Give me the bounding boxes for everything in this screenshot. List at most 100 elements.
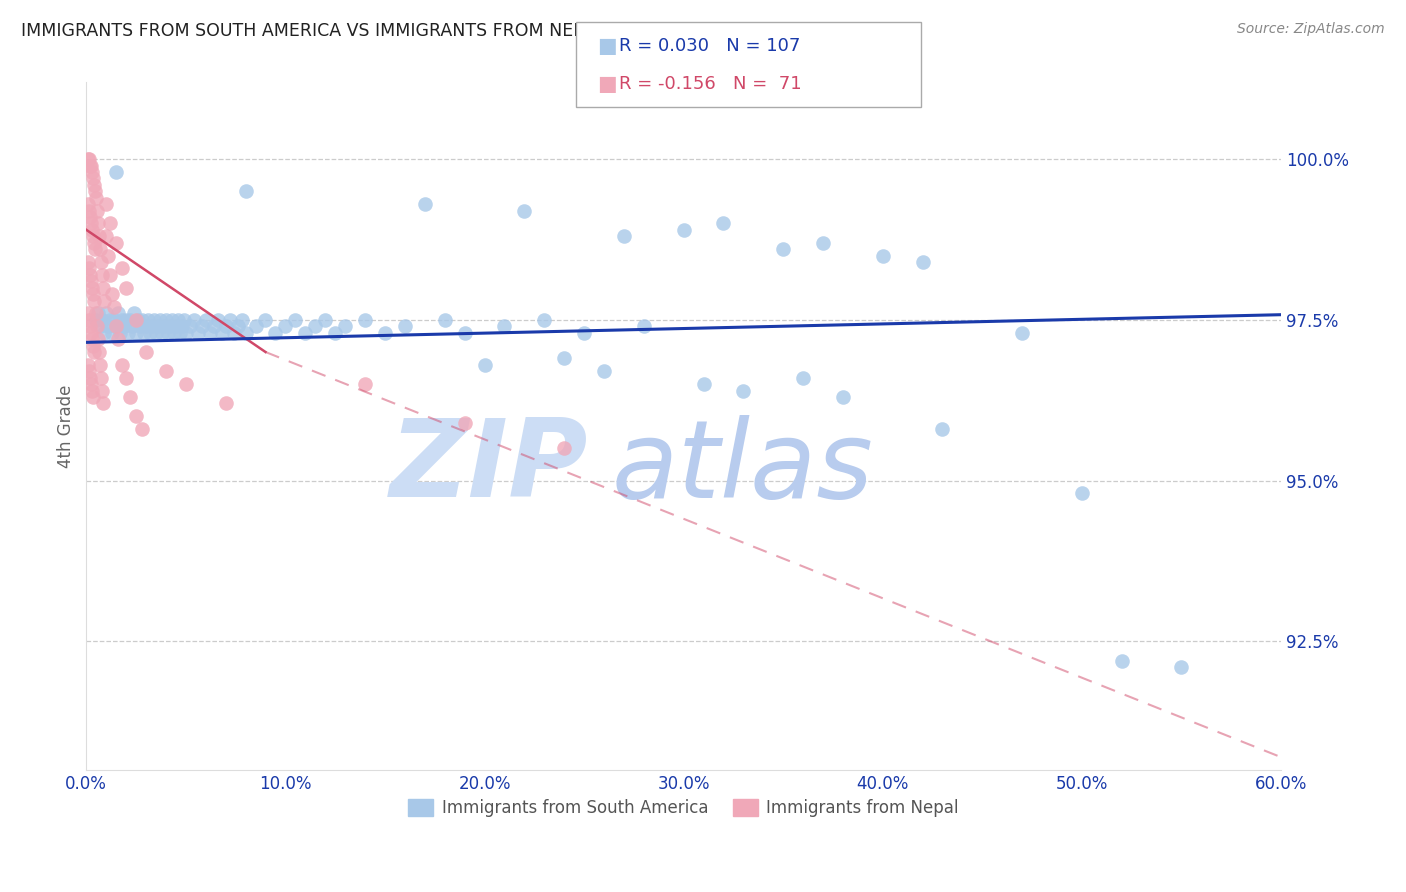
Point — [89, 345, 111, 359]
Point — [84, 191, 107, 205]
Point — [160, 313, 183, 327]
Point — [413, 197, 436, 211]
Point — [82, 281, 104, 295]
Point — [93, 326, 115, 340]
Point — [1011, 326, 1033, 340]
Point — [96, 306, 118, 320]
Point — [96, 229, 118, 244]
Point — [226, 319, 249, 334]
Point — [77, 364, 100, 378]
Point — [235, 326, 257, 340]
Point — [98, 313, 121, 327]
Point — [155, 364, 177, 378]
Point — [733, 384, 755, 398]
Point — [553, 351, 575, 366]
Point — [127, 313, 149, 327]
Point — [82, 332, 104, 346]
Point — [107, 332, 129, 346]
Point — [173, 313, 195, 327]
Point — [77, 261, 100, 276]
Point — [115, 370, 138, 384]
Point — [211, 326, 233, 340]
Y-axis label: 4th Grade: 4th Grade — [58, 384, 75, 467]
Point — [553, 442, 575, 456]
Point — [87, 332, 110, 346]
Point — [139, 326, 162, 340]
Point — [274, 319, 297, 334]
Point — [183, 313, 205, 327]
Point — [170, 319, 193, 334]
Point — [174, 377, 197, 392]
Text: ZIP: ZIP — [389, 414, 588, 520]
Point — [202, 319, 225, 334]
Point — [304, 319, 326, 334]
Point — [354, 313, 377, 327]
Point — [91, 281, 114, 295]
Point — [533, 313, 555, 327]
Point — [167, 313, 190, 327]
Point — [83, 293, 105, 308]
Point — [90, 255, 112, 269]
Point — [77, 358, 100, 372]
Point — [97, 248, 120, 262]
Point — [84, 242, 107, 256]
Point — [86, 203, 108, 218]
Point — [179, 319, 201, 334]
Point — [79, 370, 101, 384]
Point — [494, 319, 516, 334]
Point — [80, 216, 103, 230]
Point — [105, 235, 128, 250]
Point — [77, 197, 100, 211]
Point — [911, 255, 934, 269]
Point — [77, 255, 100, 269]
Point — [83, 178, 105, 192]
Point — [125, 313, 148, 327]
Point — [135, 319, 157, 334]
Point — [633, 319, 655, 334]
Point — [96, 197, 118, 211]
Point — [155, 313, 177, 327]
Point — [86, 319, 108, 334]
Point — [105, 319, 128, 334]
Point — [107, 306, 129, 320]
Point — [84, 313, 107, 327]
Point — [215, 396, 238, 410]
Point — [165, 319, 187, 334]
Point — [215, 319, 238, 334]
Point — [792, 370, 814, 384]
Point — [103, 300, 125, 314]
Point — [131, 313, 153, 327]
Point — [135, 345, 157, 359]
Point — [108, 326, 131, 340]
Point — [207, 313, 229, 327]
Point — [115, 281, 138, 295]
Point — [82, 229, 104, 244]
Point — [125, 326, 148, 340]
Point — [254, 313, 277, 327]
Point — [115, 313, 138, 327]
Point — [82, 338, 104, 352]
Point — [79, 268, 101, 282]
Point — [198, 326, 221, 340]
Point — [82, 287, 104, 301]
Point — [453, 326, 475, 340]
Point — [117, 326, 139, 340]
Point — [89, 358, 111, 372]
Point — [122, 306, 145, 320]
Point — [174, 326, 197, 340]
Point — [83, 235, 105, 250]
Point — [77, 152, 100, 166]
Point — [89, 319, 111, 334]
Point — [98, 216, 121, 230]
Point — [77, 152, 100, 166]
Point — [713, 216, 735, 230]
Point — [314, 313, 336, 327]
Point — [87, 306, 110, 320]
Point — [84, 306, 107, 320]
Point — [931, 422, 953, 436]
Point — [98, 268, 121, 282]
Point — [374, 326, 396, 340]
Point — [772, 242, 794, 256]
Point — [129, 319, 152, 334]
Point — [82, 223, 104, 237]
